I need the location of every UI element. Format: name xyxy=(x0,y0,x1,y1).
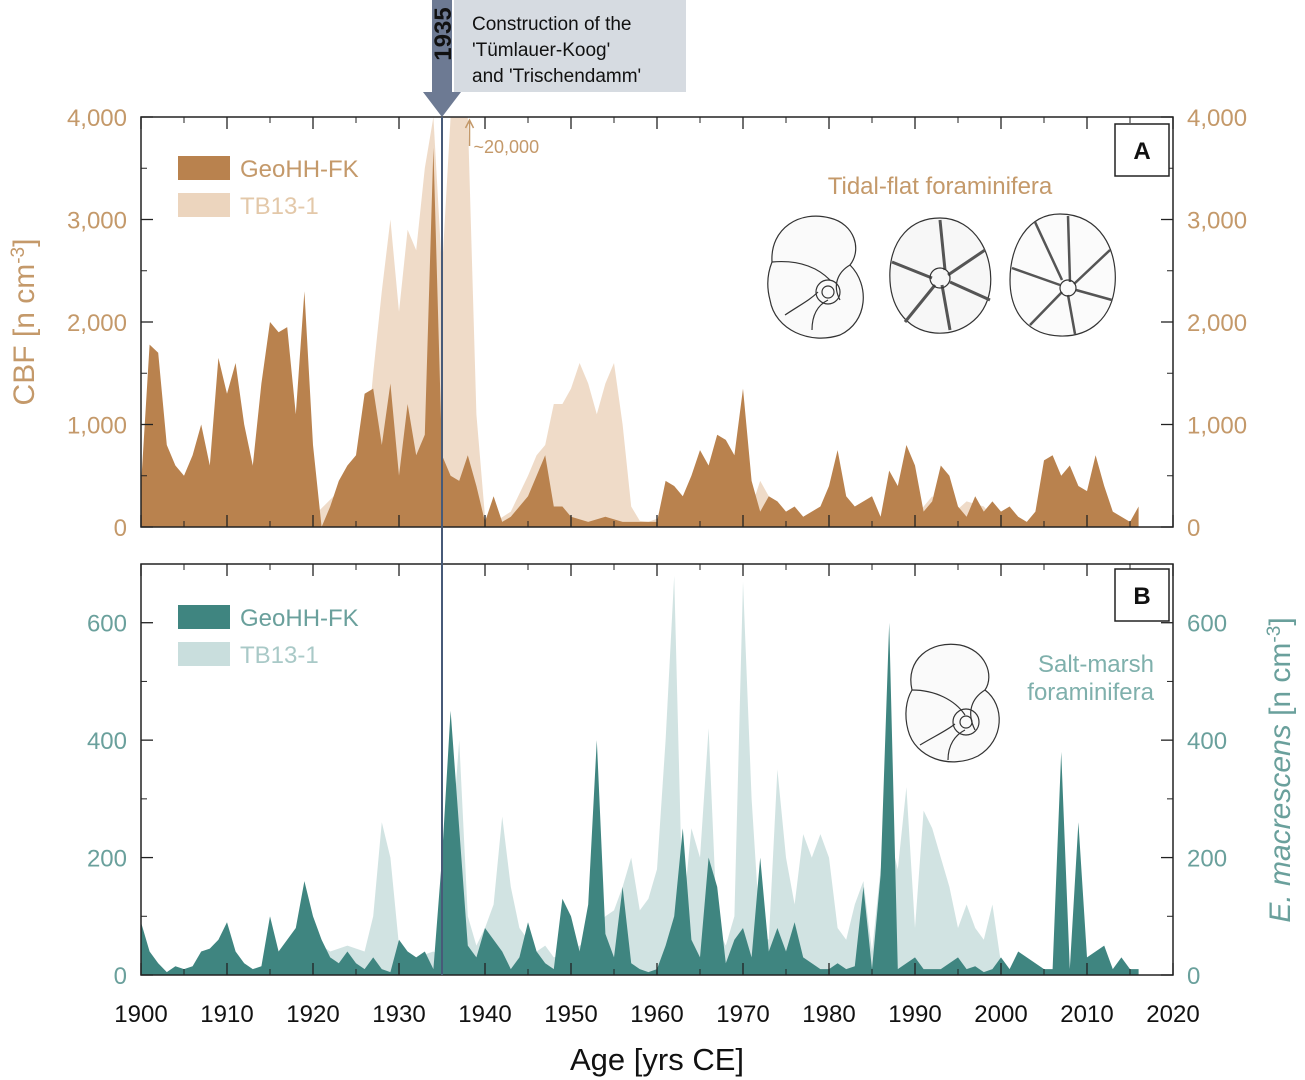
y-tick-label-right: 4,000 xyxy=(1187,105,1247,132)
legend-b-tb13-swatch xyxy=(178,642,230,666)
y-tick-label-left: 0 xyxy=(114,515,127,542)
legend-a-tb13-swatch xyxy=(178,193,230,217)
tidal-flat-foraminifera-drawing-3 xyxy=(1009,213,1116,337)
y-tick-label-left: 200 xyxy=(87,846,127,873)
y-tick-label-right: 200 xyxy=(1187,846,1227,873)
panel-b-title-line-2: foraminifera xyxy=(1027,679,1154,706)
annotation-line-2: 'Tümlauer-Koog' xyxy=(472,40,610,61)
year-marker-label: 1935 xyxy=(430,7,457,60)
legend-a-tb13-label: TB13-1 xyxy=(240,193,319,220)
off-scale-note: ~20,000 xyxy=(474,137,540,157)
panel-b: 0 0 200 200 400 400 600 600 B Salt-marsh forami… xyxy=(87,563,1298,990)
y-tick-label-left: 4,000 xyxy=(67,105,127,132)
y-tick-label-right: 2,000 xyxy=(1187,310,1247,337)
y-tick-label-left: 2,000 xyxy=(67,310,127,337)
y-tick-label-left: 600 xyxy=(87,611,127,638)
x-tick-label: 1970 xyxy=(716,1001,769,1028)
panel-a-ylabel: CBF [n cm-3] xyxy=(8,239,42,406)
x-tick-label: 2020 xyxy=(1146,1001,1199,1028)
x-tick-label: 1950 xyxy=(544,1001,597,1028)
x-tick-label: 2010 xyxy=(1060,1001,1113,1028)
panel-b-label-box xyxy=(1114,568,1170,622)
x-tick-label: 2000 xyxy=(974,1001,1027,1028)
legend-b-geohh-label: GeoHH-FK xyxy=(240,605,359,632)
panel-b-series-tb13-1 xyxy=(313,575,1001,975)
x-axis: 1900 1910 1920 1930 1940 1950 1960 1970 1980 1990… xyxy=(114,1001,1199,1028)
legend-a-geohh-swatch xyxy=(178,156,230,180)
y-tick-label-right: 1,000 xyxy=(1187,413,1247,440)
y-tick-label-right: 600 xyxy=(1187,611,1227,638)
legend-b-tb13-label: TB13-1 xyxy=(240,642,319,669)
x-tick-label: 1910 xyxy=(200,1001,253,1028)
x-tick-label: 1930 xyxy=(372,1001,425,1028)
x-tick-label: 1960 xyxy=(630,1001,683,1028)
x-tick-label: 1980 xyxy=(802,1001,855,1028)
x-tick-label: 1900 xyxy=(114,1001,167,1028)
y-tick-label-left: 1,000 xyxy=(67,413,127,440)
legend-a-geohh-label: GeoHH-FK xyxy=(240,156,359,183)
y-tick-label-left: 3,000 xyxy=(67,208,127,235)
y-tick-label-right: 3,000 xyxy=(1187,208,1247,235)
year-marker-arrow xyxy=(423,0,461,117)
panel-b-areas xyxy=(141,575,1139,975)
annotation-line-3: and 'Trischendamm' xyxy=(472,66,641,87)
panel-a-ticks: 0 0 1,000 1,000 2,000 2,000 3,000 3,000 4,000 4,0… xyxy=(67,105,1247,542)
x-axis-label: Age [yrs CE] xyxy=(570,1042,744,1077)
panel-a-label-box xyxy=(1114,123,1170,177)
y-tick-label-left: 0 xyxy=(114,963,127,990)
panel-b-title-line-1: Salt-marsh xyxy=(1038,651,1154,678)
off-scale-arrow xyxy=(464,118,475,146)
panel-a-title: Tidal-flat foraminifera xyxy=(828,173,1053,200)
y-tick-label-left: 400 xyxy=(87,728,127,755)
legend-b-geohh-swatch xyxy=(178,605,230,629)
x-tick-label: 1920 xyxy=(286,1001,339,1028)
panel-b-ylabel: E. macrescens [n cm-3] xyxy=(1264,617,1298,922)
x-tick-label: 1940 xyxy=(458,1001,511,1028)
y-tick-label-right: 0 xyxy=(1187,963,1200,990)
y-tick-label-right: 0 xyxy=(1187,515,1200,542)
tidal-flat-foraminifera-drawing-1 xyxy=(767,215,864,339)
panel-a-label: A xyxy=(1133,138,1150,165)
x-tick-label: 1990 xyxy=(888,1001,941,1028)
panel-a-areas xyxy=(141,117,1139,527)
panel-a: 0 0 1,000 1,000 2,000 2,000 3,000 3,000 4,000 4,0… xyxy=(8,105,1248,542)
panel-b-label: B xyxy=(1133,583,1150,610)
panel-b-series-geohh-fk xyxy=(141,622,1139,975)
panel-b-ticks: 0 0 200 200 400 400 600 600 xyxy=(87,564,1227,990)
annotation-line-1: Construction of the xyxy=(472,14,631,35)
tidal-flat-foraminifera-drawing-2 xyxy=(889,217,992,334)
y-tick-label-right: 400 xyxy=(1187,728,1227,755)
panel-a-series-geohh-fk xyxy=(141,147,1139,527)
annotation-callout-box xyxy=(454,0,686,92)
salt-marsh-foraminifera-drawing xyxy=(905,643,1000,763)
